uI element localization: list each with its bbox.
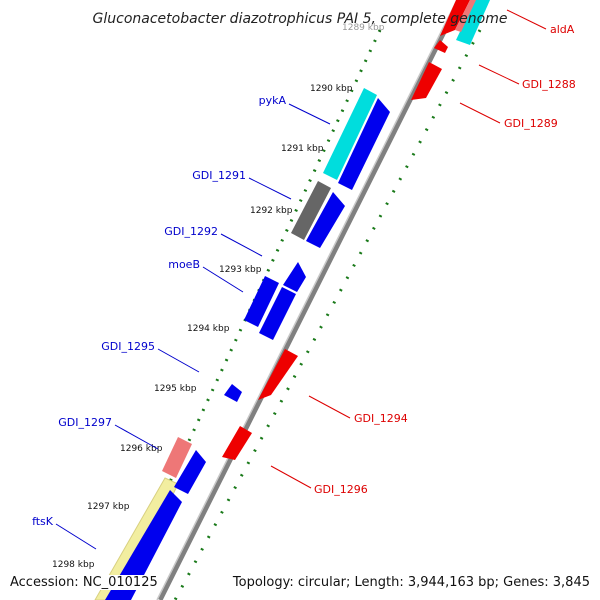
- reverse-gene-labels: aldA GDI_1288 GDI_1289 GDI_1294 GDI_1296: [270, 9, 576, 496]
- leader-line: [220, 233, 263, 257]
- gene-label-GDI_1289[interactable]: GDI_1289: [504, 117, 558, 130]
- gene-arrow-GDI_1295[interactable]: [224, 384, 242, 402]
- gene-label-GDI_1296[interactable]: GDI_1296: [314, 483, 368, 496]
- gene-label-aldA[interactable]: aldA: [550, 23, 575, 36]
- gene-label-GDI_1294[interactable]: GDI_1294: [354, 412, 408, 425]
- gene-label-pykA[interactable]: pykA: [259, 94, 287, 107]
- gene-arrow-GDI_1291[interactable]: [306, 192, 345, 248]
- reverse-strand-features: [222, 0, 490, 460]
- forward-strand-features: [94, 88, 390, 600]
- gc-track-outer: [173, 29, 482, 600]
- gene-label-GDI_1291[interactable]: GDI_1291: [192, 169, 246, 182]
- leader-line: [308, 395, 351, 419]
- gray-feature: [291, 181, 331, 240]
- leader-line: [248, 177, 292, 200]
- gene-arrow-GDI_1294[interactable]: [258, 349, 298, 400]
- tick-label: 1298 kbp: [52, 560, 95, 570]
- gene-arrow-GDI_1292[interactable]: [259, 287, 296, 340]
- gene-label-moeB[interactable]: moeB: [168, 258, 200, 271]
- gene-label-GDI_1288[interactable]: GDI_1288: [522, 78, 576, 91]
- gene-label-GDI_1295[interactable]: GDI_1295: [101, 340, 155, 353]
- pink-feature-top: [455, 0, 476, 32]
- gene-arrow-GDI_1289[interactable]: [411, 62, 442, 100]
- pink-feature: [162, 437, 192, 478]
- gene-arrow-GDI_1288-small[interactable]: [434, 40, 448, 53]
- tick-label: 1291 kbp: [281, 144, 324, 154]
- cyan-feature-pykA: [323, 88, 377, 180]
- leader-line: [270, 465, 312, 489]
- tick-label: 1290 kbp: [310, 84, 353, 94]
- gene-arrow-GDI_1297[interactable]: [174, 450, 206, 494]
- tick-label: 1296 kbp: [120, 444, 163, 454]
- map-title: Gluconacetobacter diazotrophicus PAI 5, …: [93, 11, 508, 27]
- leader-line: [506, 9, 547, 30]
- leader-line: [202, 266, 244, 293]
- tick-labels: 1289 kbp 1290 kbp 1291 kbp 1292 kbp 1293…: [52, 23, 385, 570]
- gene-arrow-ftsK[interactable]: [105, 490, 182, 600]
- tick-label: 1293 kbp: [219, 265, 262, 275]
- gene-arrow-GDI_1296[interactable]: [222, 426, 252, 460]
- forward-gene-labels: pykA GDI_1291 GDI_1292 moeB GDI_1295 GDI…: [32, 94, 331, 550]
- gene-arrow-aldA[interactable]: [440, 0, 470, 36]
- leader-line: [55, 523, 97, 550]
- gene-arrow-pykA-strand[interactable]: [338, 98, 390, 190]
- gene-arrow-moeB[interactable]: [244, 276, 279, 327]
- gene-arrow-moeB-upper[interactable]: [283, 262, 306, 292]
- genome-backbone-highlight: [156, 0, 458, 600]
- cyan-feature-top: [456, 0, 490, 45]
- leader-line: [459, 102, 501, 124]
- leader-line: [157, 348, 200, 373]
- tick-label: 1295 kbp: [154, 384, 197, 394]
- yellow-feature: [94, 477, 179, 600]
- gene-label-GDI_1292[interactable]: GDI_1292: [164, 225, 218, 238]
- tick-label: 1297 kbp: [87, 502, 130, 512]
- tick-label: 1294 kbp: [187, 324, 230, 334]
- leader-line: [114, 424, 159, 450]
- tick-label: 1289 kbp: [342, 23, 385, 33]
- topology-text: Topology: circular; Length: 3,944,163 bp…: [230, 575, 592, 590]
- gene-label-ftsK[interactable]: ftsK: [32, 515, 54, 528]
- leader-line: [478, 64, 520, 85]
- gene-label-GDI_1297[interactable]: GDI_1297: [58, 416, 112, 429]
- leader-line: [288, 103, 331, 125]
- accession-text: Accession: NC_010125: [8, 575, 160, 590]
- genome-backbone: [157, 0, 463, 600]
- tick-label: 1292 kbp: [250, 206, 293, 216]
